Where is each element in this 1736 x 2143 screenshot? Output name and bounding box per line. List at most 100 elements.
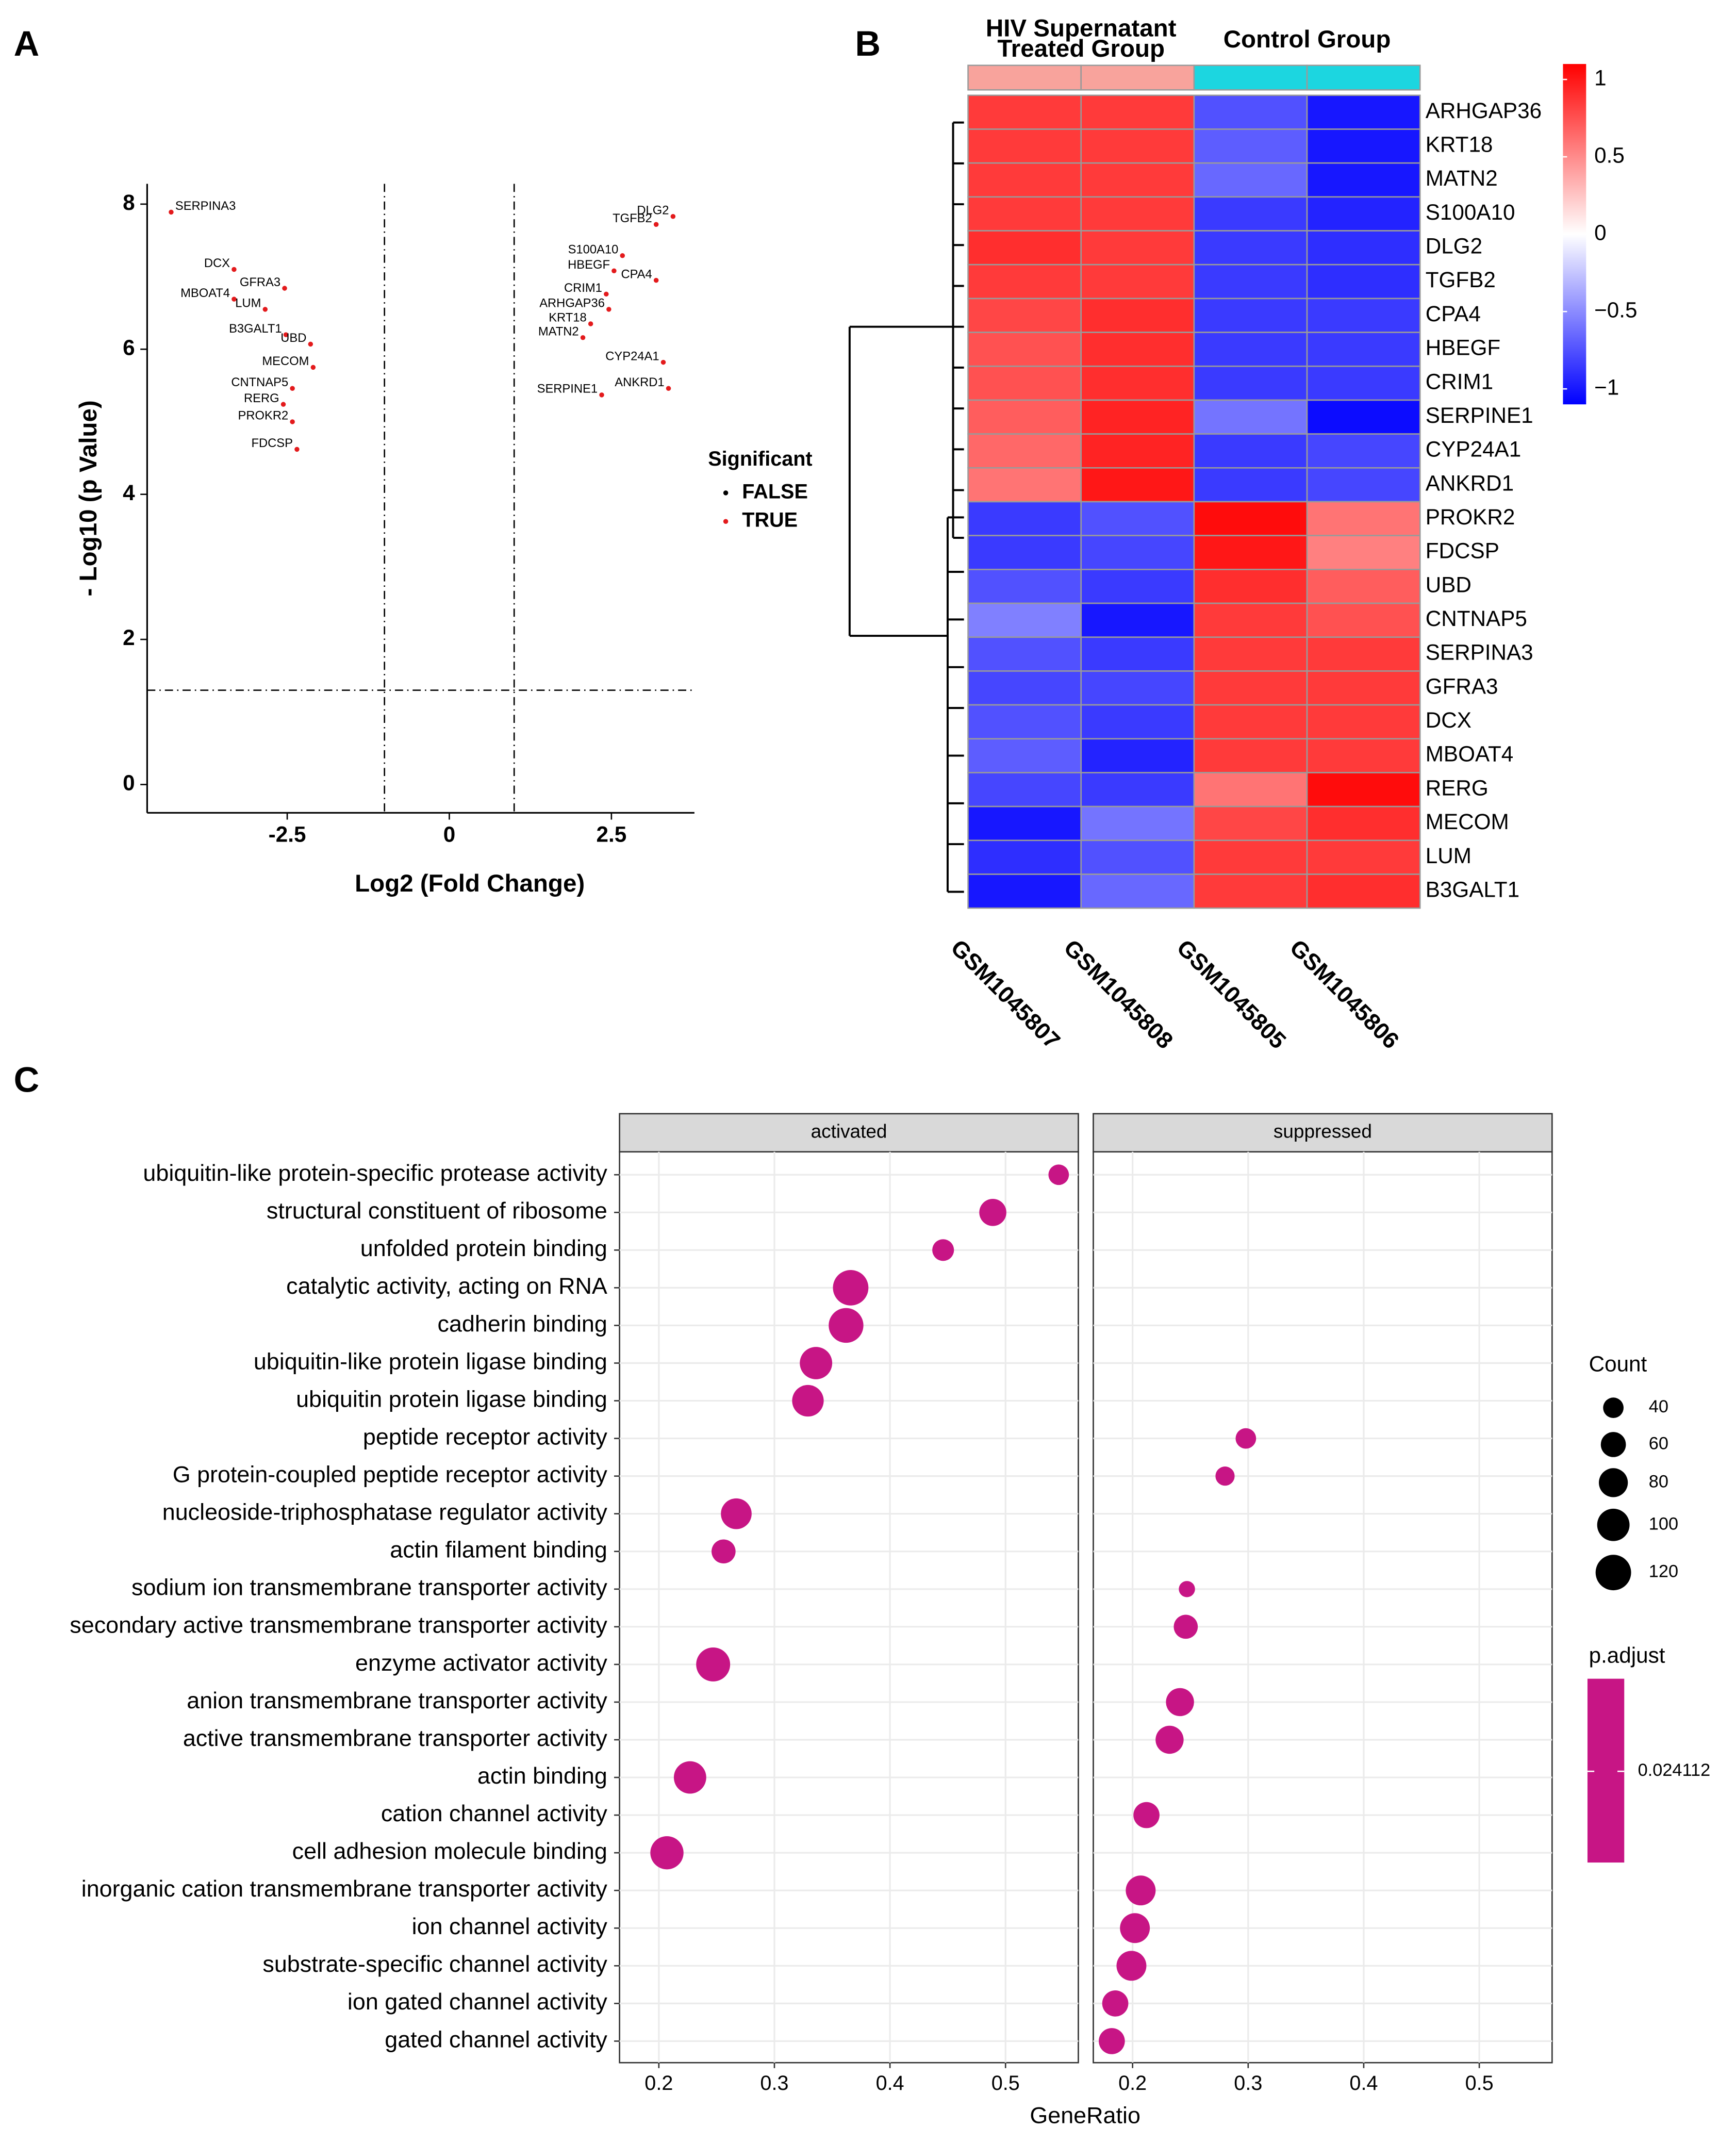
heat-cell bbox=[1306, 805, 1421, 842]
row-label: CRIM1 bbox=[1426, 369, 1493, 393]
heat-cell bbox=[967, 298, 1082, 333]
heat-cell bbox=[967, 332, 1082, 367]
point-label: SERPINE1 bbox=[537, 382, 598, 396]
heat-cell bbox=[1306, 399, 1421, 435]
point bbox=[580, 335, 586, 340]
heat-cell bbox=[967, 738, 1082, 773]
heat-cell bbox=[1080, 805, 1195, 842]
point bbox=[620, 253, 625, 258]
category-label: catalytic activity, acting on RNA bbox=[286, 1273, 607, 1299]
heat-cell bbox=[1306, 94, 1421, 130]
point bbox=[588, 321, 593, 326]
row-label: MATN2 bbox=[1426, 166, 1498, 190]
heat-cell bbox=[1080, 467, 1195, 503]
row-label: PROKR2 bbox=[1426, 505, 1515, 529]
heat-cell bbox=[1080, 839, 1195, 875]
point bbox=[290, 386, 295, 391]
heat-cell bbox=[1080, 196, 1195, 232]
legend-swatch bbox=[723, 490, 729, 496]
x-tick-label: -2.5 bbox=[269, 822, 306, 846]
heat-cell bbox=[1193, 263, 1308, 300]
heat-cell bbox=[967, 805, 1082, 842]
heat-cell bbox=[1306, 772, 1421, 807]
dot bbox=[673, 1761, 706, 1794]
y-tick-label: 8 bbox=[123, 190, 135, 215]
row-label: ANKRD1 bbox=[1426, 471, 1514, 495]
category-label: enzyme activator activity bbox=[355, 1650, 607, 1676]
point-label: GFRA3 bbox=[240, 275, 280, 289]
heat-cell bbox=[1306, 365, 1421, 401]
dot bbox=[979, 1198, 1006, 1226]
panel-letter: C bbox=[14, 1060, 40, 1099]
legend-title: Significant bbox=[708, 448, 812, 470]
heat-cell bbox=[1193, 501, 1308, 536]
heat-cell bbox=[967, 263, 1082, 300]
dot bbox=[792, 1384, 824, 1417]
legend-title: Count bbox=[1589, 1351, 1647, 1376]
column-label: GSM1045806 bbox=[1285, 934, 1404, 1054]
heat-cell bbox=[1306, 298, 1421, 333]
row-label: HBEGF bbox=[1426, 336, 1500, 360]
dot bbox=[650, 1836, 684, 1870]
point bbox=[282, 286, 287, 291]
size-legend-label: 60 bbox=[1649, 1434, 1668, 1454]
y-axis-title: - Log10 (p Value) bbox=[75, 400, 102, 596]
row-label: LUM bbox=[1426, 844, 1472, 868]
panel-letter: A bbox=[14, 24, 40, 63]
heat-cell bbox=[1193, 230, 1308, 266]
x-tick-label: 0.4 bbox=[1349, 2072, 1378, 2095]
legend-swatch bbox=[723, 519, 729, 524]
heat-cell bbox=[1306, 535, 1421, 570]
category-label: unfolded protein binding bbox=[360, 1235, 607, 1261]
heat-cell bbox=[1193, 467, 1308, 503]
dot bbox=[1126, 1875, 1156, 1906]
point-label: CRIM1 bbox=[564, 281, 602, 295]
heat-cell bbox=[1193, 433, 1308, 469]
heat-cell bbox=[1080, 704, 1195, 740]
point bbox=[606, 307, 611, 312]
heat-cell bbox=[1193, 704, 1308, 740]
row-label: CNTNAP5 bbox=[1426, 606, 1527, 631]
size-legend-label: 80 bbox=[1649, 1472, 1668, 1491]
heat-cell bbox=[967, 196, 1082, 232]
point bbox=[280, 402, 286, 407]
x-tick-label: 0.2 bbox=[644, 2072, 673, 2095]
heat-cell bbox=[967, 839, 1082, 875]
dot bbox=[1133, 1802, 1160, 1828]
x-axis-title: GeneRatio bbox=[1030, 2102, 1140, 2129]
point-label: PROKR2 bbox=[238, 409, 289, 423]
heat-cell bbox=[1080, 738, 1195, 773]
heat-cell bbox=[1080, 873, 1195, 909]
category-label: cell adhesion molecule binding bbox=[292, 1838, 607, 1864]
point-label: MECOM bbox=[262, 354, 309, 368]
point-label: CNTNAP5 bbox=[231, 375, 288, 389]
dot bbox=[829, 1308, 864, 1343]
row-label: DCX bbox=[1426, 708, 1472, 732]
heat-cell bbox=[1080, 365, 1195, 401]
color-bar-label: 0 bbox=[1594, 220, 1607, 244]
category-label: secondary active transmembrane transport… bbox=[70, 1612, 607, 1638]
point bbox=[232, 296, 237, 302]
point bbox=[262, 307, 268, 312]
heat-cell bbox=[1193, 670, 1308, 706]
heat-cell bbox=[1080, 772, 1195, 807]
point bbox=[599, 392, 604, 398]
size-legend-dot bbox=[1603, 1397, 1624, 1419]
point bbox=[310, 365, 316, 370]
legend-label: TRUE bbox=[742, 509, 798, 532]
row-label: ARHGAP36 bbox=[1426, 98, 1542, 123]
heat-cell bbox=[1080, 399, 1195, 435]
point-label: TGFB2 bbox=[613, 211, 652, 225]
row-label: MBOAT4 bbox=[1426, 742, 1514, 766]
row-label: GFRA3 bbox=[1426, 674, 1498, 698]
row-label: FDCSP bbox=[1426, 539, 1499, 563]
heat-cell bbox=[967, 433, 1082, 469]
size-legend-label: 100 bbox=[1649, 1514, 1678, 1534]
point-label: CPA4 bbox=[621, 267, 652, 281]
category-label: ion gated channel activity bbox=[348, 1988, 607, 2015]
heat-cell bbox=[967, 501, 1082, 536]
point-label: KRT18 bbox=[549, 311, 586, 325]
heat-cell bbox=[967, 162, 1082, 198]
